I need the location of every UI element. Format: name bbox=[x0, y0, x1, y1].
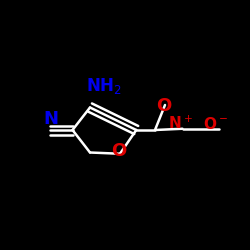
Text: O: O bbox=[111, 142, 126, 160]
Text: N$^+$: N$^+$ bbox=[168, 115, 192, 132]
Text: NH$_2$: NH$_2$ bbox=[86, 76, 122, 96]
Text: O: O bbox=[156, 97, 172, 115]
Text: N: N bbox=[44, 110, 59, 128]
Text: O$^-$: O$^-$ bbox=[202, 116, 228, 132]
